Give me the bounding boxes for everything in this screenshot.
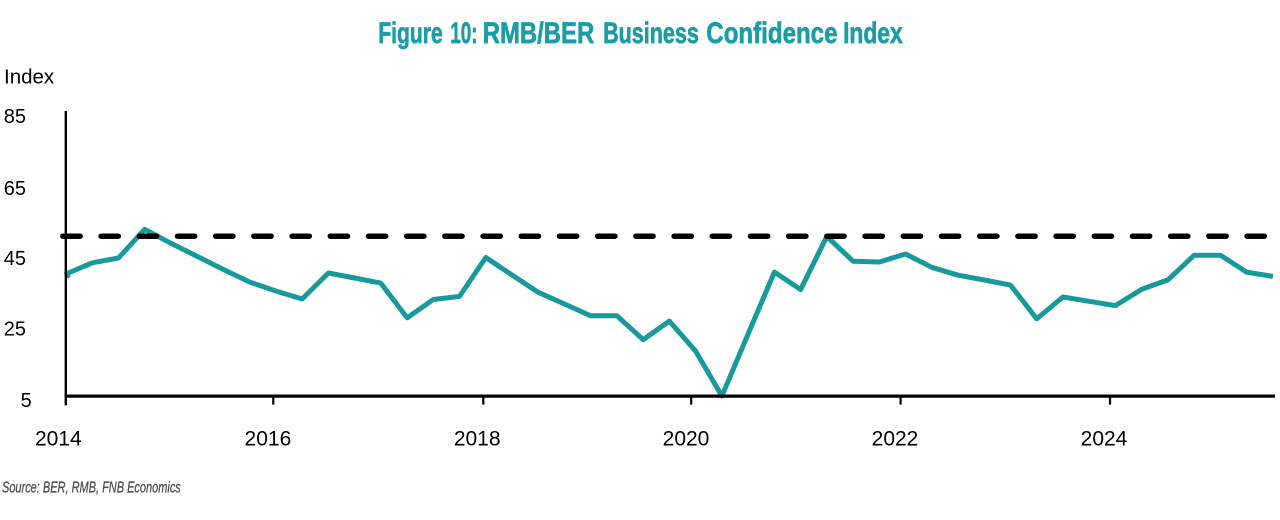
svg-text:2022: 2022 [872, 428, 919, 451]
svg-text:85: 85 [4, 106, 26, 128]
svg-text:2016: 2016 [245, 428, 292, 451]
svg-text:25: 25 [4, 319, 26, 341]
svg-text:5: 5 [21, 390, 32, 412]
svg-text:45: 45 [4, 248, 26, 270]
svg-text:2018: 2018 [454, 428, 501, 451]
svg-text:Source: BER, RMB, FNB Economic: Source: BER, RMB, FNB Economics [2, 479, 181, 496]
svg-text:2024: 2024 [1081, 428, 1128, 451]
svg-text:2020: 2020 [663, 428, 710, 451]
svg-text:Index: Index [4, 66, 55, 89]
svg-text:2014: 2014 [35, 428, 82, 451]
svg-text:65: 65 [4, 178, 26, 200]
